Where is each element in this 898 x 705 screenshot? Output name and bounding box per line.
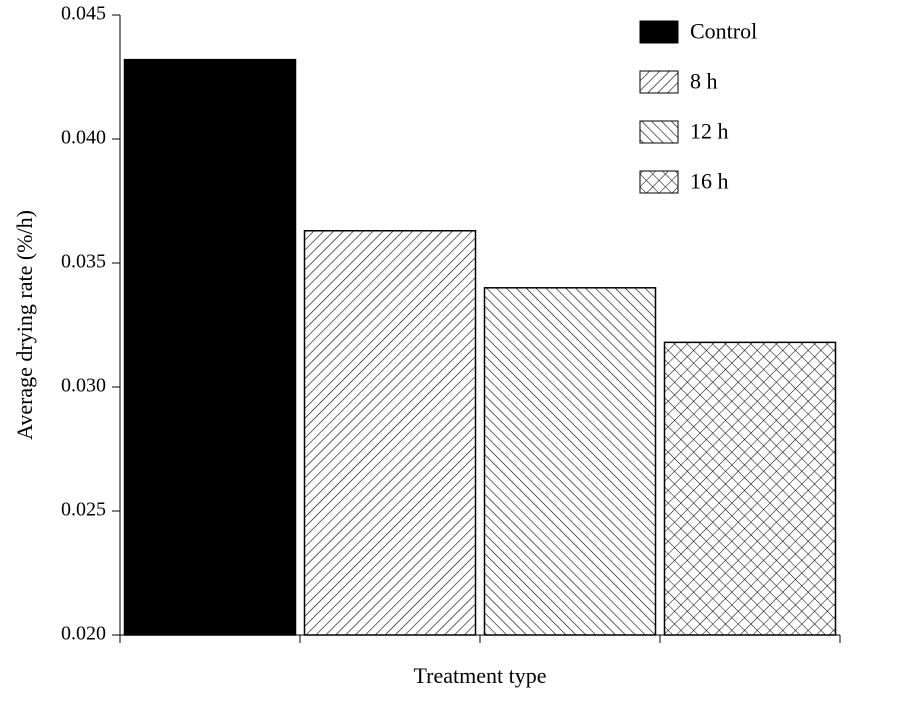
y-tick-label: 0.030 [61,375,106,397]
bar [485,288,656,635]
y-tick-label: 0.045 [61,3,106,25]
chart-container: 0.020 0.025 0.030 0.035 0.040 0.045 Average dr… [0,0,898,705]
y-tick-label: 0.035 [61,251,106,273]
bar [305,231,476,635]
legend-swatch [640,171,678,193]
legend: Control 8 h 12 h 16 h [640,19,757,194]
legend-label: 16 h [690,169,729,194]
bar-chart: 0.020 0.025 0.030 0.035 0.040 0.045 Average dr… [0,0,898,705]
x-axis-title: Treatment type [414,663,547,688]
legend-label: 8 h [690,69,718,94]
legend-label: 12 h [690,119,729,144]
bar [665,342,836,635]
legend-swatch [640,21,678,43]
y-tick-label: 0.020 [61,623,106,645]
y-tick-label: 0.040 [61,127,106,149]
y-tick-label: 0.025 [61,499,106,521]
legend-swatch [640,121,678,143]
legend-swatch [640,71,678,93]
y-axis-title: Average drying rate (%/h) [12,210,37,440]
legend-label: Control [690,19,757,44]
bar [125,60,296,635]
